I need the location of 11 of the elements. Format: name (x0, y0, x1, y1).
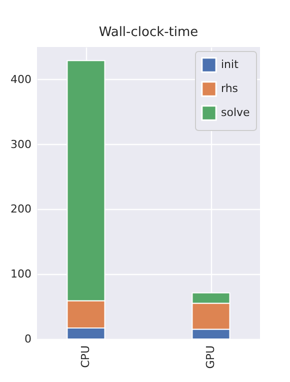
x-tick-label: GPU (204, 346, 217, 369)
legend-label: init (221, 58, 240, 71)
y-tick-label: 200 (10, 202, 32, 216)
y-tick-label: 400 (10, 72, 32, 86)
y-tick-label: 100 (10, 268, 32, 281)
y-tick-label: 300 (10, 138, 32, 151)
x-tick-label: CPU (79, 346, 92, 368)
y-tick-label: 0 (24, 332, 32, 346)
legend-label: rhs (221, 82, 238, 95)
chart-title: Wall-clock-time (98, 25, 198, 40)
legend-label: solve (221, 106, 250, 119)
